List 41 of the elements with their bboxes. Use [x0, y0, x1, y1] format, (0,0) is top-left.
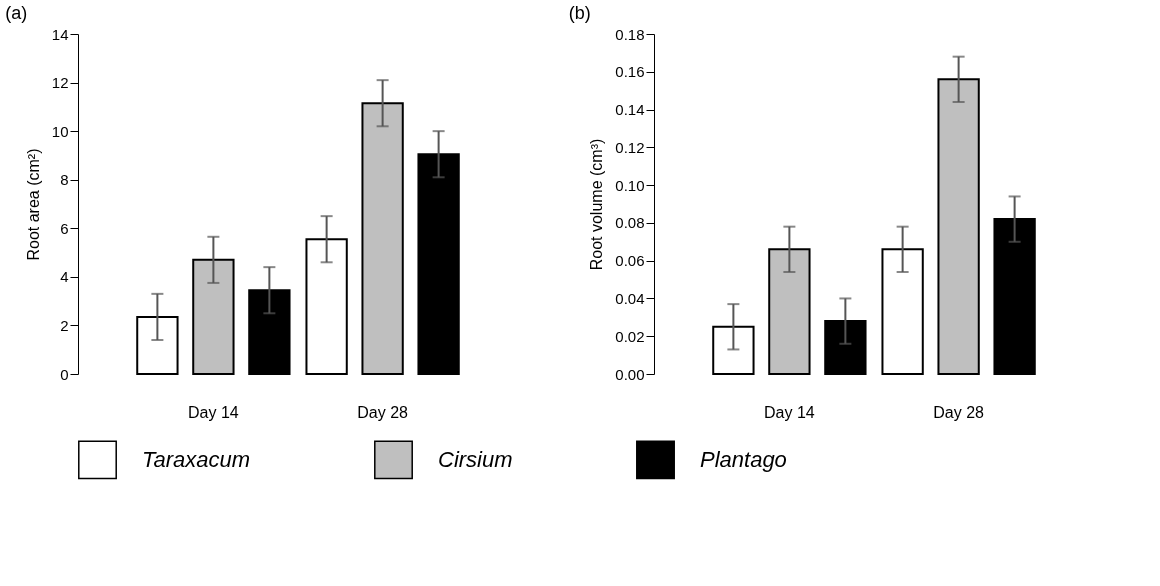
x-tick-label: Day 14 [188, 403, 239, 421]
y-axis-title: Root volume (cm³) [588, 138, 606, 271]
legend-label: Plantago [700, 446, 787, 472]
y-tick-label: 0.06 [615, 252, 645, 270]
bar [192, 258, 235, 375]
y-tick-label: 0.02 [615, 327, 645, 345]
y-tick-label: 0 [60, 365, 69, 383]
bar [305, 238, 348, 375]
y-tick-label: 0.04 [615, 289, 645, 307]
bar [248, 289, 291, 375]
y-tick-label: 2 [60, 316, 69, 334]
bar [136, 315, 179, 375]
y-tick-label: 14 [51, 25, 69, 43]
y-tick-label: 0.18 [615, 25, 645, 43]
y-tick-label: 4 [60, 268, 69, 286]
x-tick-label: Day 14 [764, 403, 815, 421]
bar [937, 78, 980, 375]
bar [881, 248, 924, 375]
y-tick-label: 0.10 [615, 176, 645, 194]
x-tick-label: Day 28 [933, 403, 985, 421]
y-tick-label: 8 [60, 171, 69, 189]
y-tick-label: 12 [51, 74, 69, 92]
y-tick-label: 0.14 [615, 101, 645, 119]
y-tick-label: 0.00 [615, 365, 645, 383]
bar [993, 218, 1036, 375]
chart-title: (a) [5, 3, 28, 23]
bar [768, 248, 811, 375]
y-tick-label: 10 [51, 122, 69, 140]
bar [712, 325, 755, 375]
chart-title: (b) [568, 3, 591, 23]
y-tick-label: 6 [60, 219, 69, 237]
bar [824, 320, 867, 375]
bar [361, 102, 404, 375]
y-axis-title: Root area (cm²) [24, 148, 42, 261]
y-tick-label: 0.16 [615, 63, 645, 81]
legend-label: Cirsium [438, 446, 513, 472]
legend-label: Taraxacum [142, 446, 251, 472]
y-tick-label: 0.12 [615, 138, 645, 156]
x-tick-label: Day 28 [357, 403, 409, 421]
bar [417, 153, 460, 375]
y-tick-label: 0.08 [615, 214, 645, 232]
